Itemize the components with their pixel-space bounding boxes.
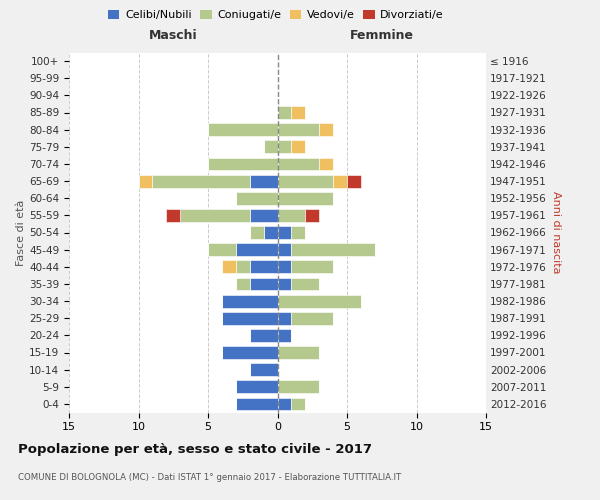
Bar xyxy=(180,209,250,222)
Text: Maschi: Maschi xyxy=(149,29,197,42)
Bar xyxy=(277,158,319,170)
Bar xyxy=(236,380,277,393)
Text: Popolazione per età, sesso e stato civile - 2017: Popolazione per età, sesso e stato civil… xyxy=(18,442,372,456)
Bar xyxy=(292,106,305,119)
Text: Femmine: Femmine xyxy=(350,29,414,42)
Bar xyxy=(208,158,277,170)
Bar xyxy=(319,158,333,170)
Bar xyxy=(250,260,277,273)
Bar xyxy=(250,226,263,239)
Bar xyxy=(263,140,277,153)
Y-axis label: Anni di nascita: Anni di nascita xyxy=(551,191,561,274)
Bar xyxy=(250,329,277,342)
Bar xyxy=(263,226,277,239)
Bar xyxy=(277,123,319,136)
Bar xyxy=(277,346,319,359)
Bar xyxy=(222,346,277,359)
Legend: Celibi/Nubili, Coniugati/e, Vedovi/e, Divorziati/e: Celibi/Nubili, Coniugati/e, Vedovi/e, Di… xyxy=(104,6,448,25)
Bar xyxy=(277,140,292,153)
Bar xyxy=(292,140,305,153)
Bar xyxy=(236,398,277,410)
Bar xyxy=(333,174,347,188)
Text: COMUNE DI BOLOGNOLA (MC) - Dati ISTAT 1° gennaio 2017 - Elaborazione TUTTITALIA.: COMUNE DI BOLOGNOLA (MC) - Dati ISTAT 1°… xyxy=(18,472,401,482)
Bar xyxy=(277,243,292,256)
Bar xyxy=(277,260,292,273)
Bar xyxy=(208,243,236,256)
Bar xyxy=(236,278,250,290)
Bar xyxy=(292,398,305,410)
Bar xyxy=(277,278,292,290)
Bar xyxy=(236,260,250,273)
Bar xyxy=(236,192,277,204)
Bar xyxy=(277,312,292,324)
Bar xyxy=(277,174,333,188)
Bar xyxy=(277,380,319,393)
Bar xyxy=(250,174,277,188)
Y-axis label: Fasce di età: Fasce di età xyxy=(16,200,26,266)
Bar xyxy=(277,209,305,222)
Bar xyxy=(292,226,305,239)
Bar xyxy=(208,123,277,136)
Bar xyxy=(277,106,292,119)
Bar xyxy=(277,192,333,204)
Bar xyxy=(277,294,361,308)
Bar xyxy=(277,329,292,342)
Bar xyxy=(292,243,375,256)
Bar xyxy=(277,226,292,239)
Bar xyxy=(166,209,180,222)
Bar xyxy=(152,174,250,188)
Bar xyxy=(139,174,152,188)
Bar xyxy=(250,363,277,376)
Bar xyxy=(222,312,277,324)
Bar xyxy=(292,312,333,324)
Bar xyxy=(292,278,319,290)
Bar xyxy=(250,209,277,222)
Bar xyxy=(222,260,236,273)
Bar xyxy=(250,278,277,290)
Bar xyxy=(292,260,333,273)
Bar xyxy=(347,174,361,188)
Bar xyxy=(222,294,277,308)
Bar xyxy=(236,243,277,256)
Bar xyxy=(305,209,319,222)
Bar xyxy=(277,398,292,410)
Bar xyxy=(319,123,333,136)
